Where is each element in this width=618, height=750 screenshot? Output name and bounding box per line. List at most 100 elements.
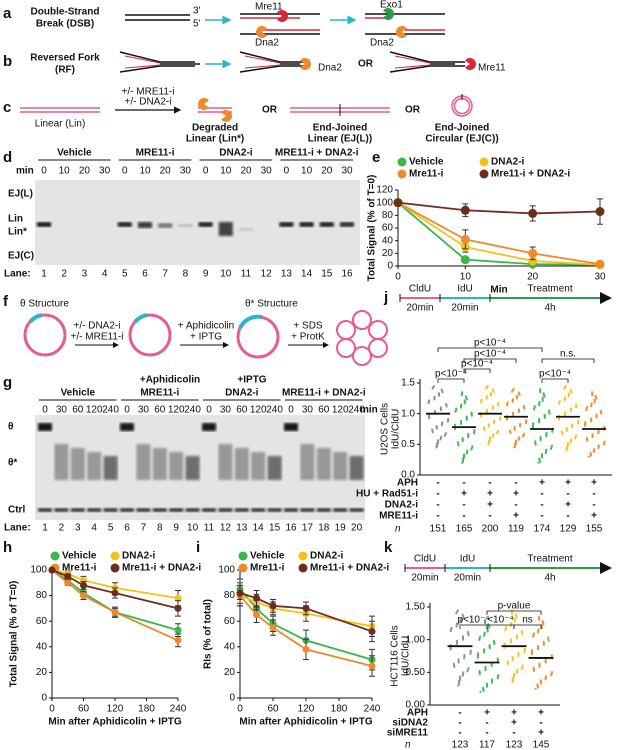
dot [455, 612, 458, 615]
lane-number: 14 [301, 269, 313, 280]
legend-label: Vehicle [62, 551, 97, 562]
dot-cloud [427, 385, 450, 449]
dot-cloud [557, 385, 580, 452]
band-label: EJ(L) [8, 189, 33, 200]
dot [597, 432, 600, 435]
dot [538, 665, 541, 668]
legend-marker [238, 551, 248, 561]
legend-label: DNA2-i [310, 551, 344, 562]
dot [504, 629, 507, 632]
dot-cloud [505, 388, 528, 449]
data-point [460, 205, 470, 215]
legend-label: Mre11-i + DNA2-i [310, 563, 389, 574]
condition-value: + [591, 478, 597, 489]
condition-label: siDNA2 [392, 718, 428, 729]
condition-value: - [485, 718, 488, 729]
dot [485, 397, 488, 400]
dot-cloud [449, 609, 472, 687]
label: Dna2 [318, 63, 342, 74]
dot [536, 686, 540, 689]
n-label: n [395, 524, 401, 535]
lane-number: 6 [124, 523, 130, 534]
legend-marker [298, 563, 308, 573]
y-tick-label: 20 [382, 248, 394, 259]
time-label: 10 [139, 166, 151, 177]
dot [538, 421, 541, 424]
p-value: ns [522, 615, 533, 626]
dot [539, 682, 543, 685]
panel-label: k [384, 539, 393, 556]
condition-label: MRE11-i [379, 511, 418, 522]
dot [511, 659, 514, 662]
timeline-duration: 20min [406, 303, 433, 314]
label: OR [262, 105, 278, 116]
y-tick-label: 20 [36, 667, 48, 678]
dot [453, 665, 456, 669]
dot [449, 648, 452, 651]
data-point [174, 626, 182, 634]
x-axis-label: Min [490, 285, 507, 296]
dot [438, 394, 441, 397]
gel-band [333, 508, 348, 512]
dot [538, 404, 541, 407]
lane-number: 12 [261, 269, 273, 280]
n-value: 129 [560, 524, 577, 535]
condition-value: - [540, 500, 543, 511]
dot [521, 633, 524, 636]
condition-value: + [565, 478, 571, 489]
lane-number: 3 [82, 269, 88, 280]
dot [484, 669, 487, 672]
dot [467, 436, 470, 439]
x-tick-label: 20 [527, 272, 539, 283]
protein-icon [383, 8, 394, 20]
panel-label: i [196, 539, 200, 556]
condition-value: + [461, 489, 467, 500]
time-label: 60 [236, 405, 248, 416]
legend-marker [238, 563, 248, 573]
dot [593, 401, 596, 404]
dot [542, 643, 545, 647]
condition-value: + [538, 728, 544, 739]
n-value: 151 [430, 524, 447, 535]
data-point [174, 604, 182, 612]
data-point [269, 602, 277, 610]
condition-value: + [539, 478, 545, 489]
bracket [513, 624, 542, 629]
dot [483, 428, 486, 432]
x-tick-label: 120 [298, 704, 315, 715]
bracket [486, 610, 542, 615]
x-tick-label: 0 [395, 272, 401, 283]
protein-icon [197, 98, 209, 111]
dot [543, 395, 546, 398]
n-value: 174 [534, 524, 551, 535]
dot [461, 638, 465, 641]
timeline-step: CldU [409, 284, 431, 295]
gel-band [185, 456, 200, 480]
data-point [236, 589, 244, 597]
dot [515, 671, 518, 674]
bracket [541, 378, 569, 383]
dot [483, 634, 486, 637]
condition-value: - [514, 478, 517, 489]
legend-marker [397, 169, 407, 179]
dot [591, 393, 594, 397]
time-label: 20 [79, 166, 91, 177]
data-point [528, 248, 538, 258]
gel-band [300, 444, 315, 480]
dot [566, 448, 569, 451]
condition-value: - [485, 728, 488, 739]
dot [602, 443, 605, 446]
panel-label: j [383, 289, 388, 306]
condition-value: - [462, 511, 465, 522]
dot-cloud [530, 615, 554, 690]
dot [541, 399, 544, 402]
gel-band [218, 444, 233, 480]
legend-label: DNA2-i [122, 551, 156, 562]
dot [492, 422, 496, 425]
condition-label: HU + Rad51-i [356, 489, 418, 500]
dot [512, 675, 516, 679]
dot [585, 408, 588, 411]
y-tick-label: 60 [382, 223, 394, 234]
dot [569, 410, 573, 413]
y-tick-label: 80 [36, 590, 48, 601]
